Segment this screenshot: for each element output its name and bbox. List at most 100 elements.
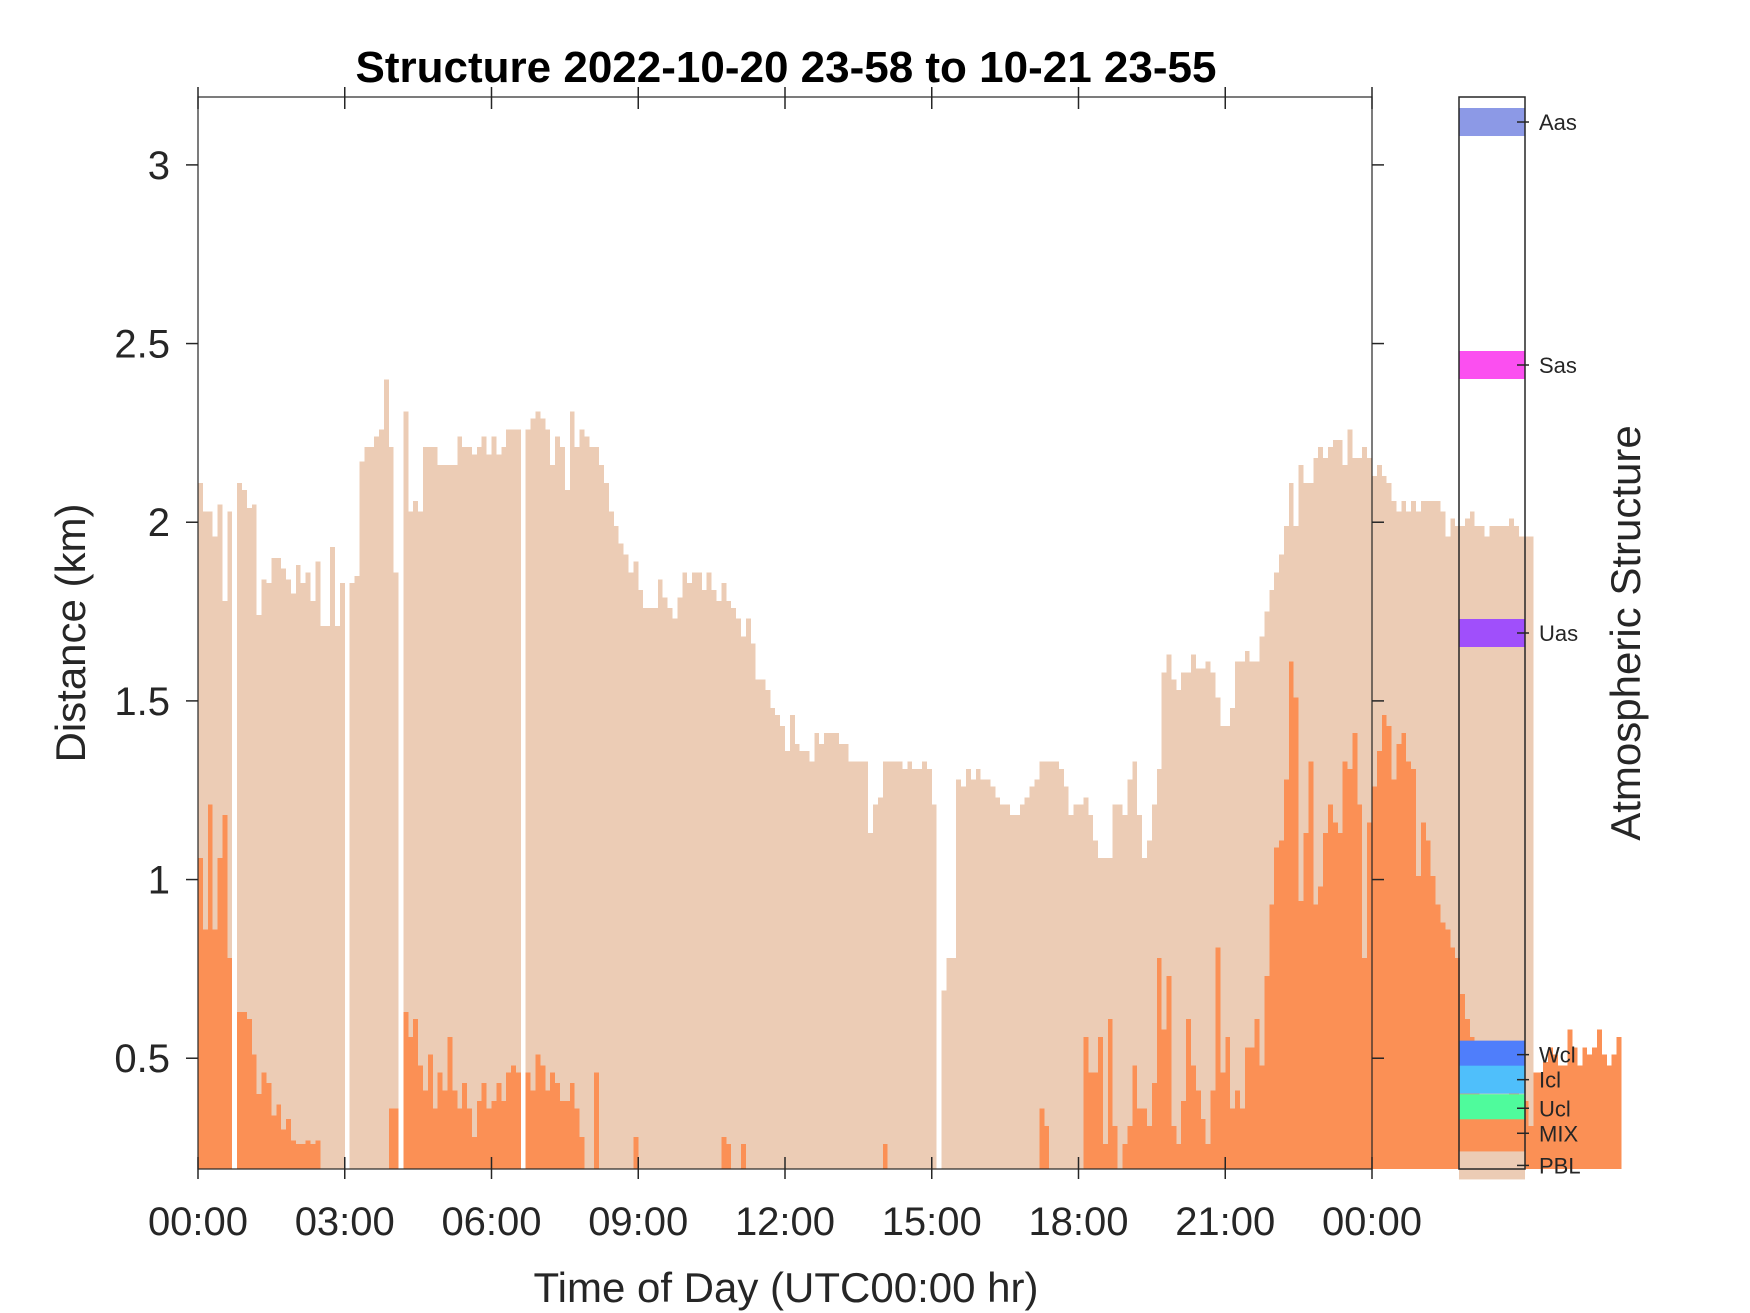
pbl-bar: [1176, 690, 1182, 1169]
colorbar-swatch-pbl: [1459, 1151, 1525, 1180]
pbl-bar: [442, 465, 448, 1169]
pbl-bar: [1073, 804, 1079, 1169]
pbl-bar: [745, 618, 751, 1169]
pbl-bar: [975, 768, 981, 1169]
pbl-bar: [305, 572, 311, 1169]
colorbar-label-wcl: Wcl: [1539, 1043, 1576, 1068]
pbl-bar: [457, 436, 463, 1170]
pbl-bar: [310, 600, 316, 1169]
mix-bar: [1362, 958, 1368, 1169]
pbl-bar: [1058, 768, 1064, 1169]
mix-bar: [305, 1140, 311, 1169]
mix-bar: [1230, 1108, 1236, 1169]
pbl-bar: [599, 465, 605, 1169]
colorbar-swatch-wcl: [1459, 1040, 1525, 1069]
pbl-bar: [246, 507, 252, 1169]
pbl-bar: [716, 600, 722, 1169]
colorbar-swatch-icl: [1459, 1065, 1525, 1094]
mix-bar: [315, 1140, 321, 1169]
pbl-bar: [740, 636, 746, 1169]
pbl-bar: [721, 582, 727, 1169]
x-axis-label: Time of Day (UTC00:00 hr): [534, 1264, 1039, 1311]
mix-bar: [437, 1072, 443, 1169]
colorbar-swatch-ucl: [1459, 1094, 1525, 1123]
mix-bar: [515, 1072, 521, 1169]
pbl-bar: [496, 454, 502, 1170]
mix-bar: [1372, 786, 1377, 1169]
mix-bar: [1171, 1126, 1177, 1169]
pbl-bar: [501, 447, 507, 1169]
pbl-bar: [931, 804, 937, 1169]
pbl-bar: [281, 568, 287, 1169]
pbl-bar: [330, 547, 335, 1169]
pbl-bar: [912, 768, 918, 1169]
pbl-bar: [423, 447, 428, 1169]
mix-bar: [1274, 847, 1280, 1169]
mix-bar: [457, 1108, 463, 1169]
mix-bar: [271, 1115, 277, 1169]
mix-bar: [1396, 743, 1402, 1169]
pbl-bar: [334, 625, 340, 1169]
y-tick-label: 1.5: [114, 680, 170, 724]
mix-bar: [1112, 1126, 1118, 1169]
pbl-bar: [1078, 804, 1084, 1169]
pbl-bar: [413, 500, 419, 1169]
pbl-bar: [882, 761, 888, 1169]
colorbar-swatch-mix: [1459, 1119, 1525, 1148]
pbl-bar: [926, 768, 932, 1169]
x-tick-label: 00:00: [148, 1200, 248, 1244]
pbl-bar: [388, 447, 394, 1169]
pbl-bar: [369, 447, 375, 1169]
pbl-bar: [760, 679, 766, 1169]
mix-bar: [633, 1136, 639, 1169]
pbl-bar: [569, 411, 575, 1169]
x-tick-label: 00:00: [1322, 1200, 1422, 1244]
mix-bar: [1210, 1090, 1216, 1169]
pbl-bar: [1034, 779, 1040, 1169]
mix-bar: [1376, 750, 1382, 1169]
pbl-bar: [868, 833, 874, 1169]
mix-bar: [408, 1036, 414, 1169]
pbl-bar: [471, 454, 477, 1170]
pbl-bar: [1024, 797, 1030, 1169]
pbl-bar: [481, 436, 487, 1170]
mix-bar: [266, 1083, 272, 1169]
pbl-bar: [1484, 536, 1490, 1169]
mix-bar: [1205, 1143, 1211, 1169]
mix-bar: [1142, 1108, 1147, 1169]
mix-bar: [1386, 725, 1392, 1169]
pbl-bar: [1171, 679, 1177, 1169]
pbl-bar: [1528, 536, 1534, 1169]
pbl-bar: [985, 779, 991, 1169]
pbl-bar: [1323, 457, 1328, 1169]
mix-bar: [1597, 1029, 1602, 1169]
mix-series: [198, 661, 1622, 1169]
pbl-bar: [1440, 511, 1446, 1169]
mix-bar: [403, 1011, 409, 1169]
pbl-bar: [1029, 786, 1035, 1169]
mix-bar: [1259, 1065, 1265, 1169]
pbl-bar: [506, 429, 512, 1169]
pbl-bar: [1259, 636, 1265, 1169]
colorbar-swatch-sas: [1459, 351, 1525, 379]
pbl-bar: [1014, 815, 1020, 1169]
pbl-bar: [1132, 761, 1138, 1169]
pbl-bar: [393, 572, 399, 1169]
mix-bar: [423, 1090, 428, 1169]
pbl-bar: [1191, 654, 1196, 1169]
pbl-bar: [383, 379, 389, 1169]
x-tick-label: 18:00: [1028, 1200, 1128, 1244]
mix-bar: [1323, 833, 1328, 1169]
pbl-bar: [980, 779, 986, 1169]
pbl-bar: [1220, 725, 1226, 1169]
pbl-bar: [696, 572, 702, 1169]
x-tick-label: 12:00: [735, 1200, 835, 1244]
pbl-bar: [1239, 661, 1245, 1169]
pbl-bar: [829, 733, 834, 1169]
pbl-bar: [564, 490, 570, 1169]
mix-bar: [1176, 1143, 1182, 1169]
pbl-bar: [1039, 761, 1045, 1169]
mix-bar: [1533, 1072, 1539, 1169]
pbl-bar: [1215, 697, 1221, 1169]
